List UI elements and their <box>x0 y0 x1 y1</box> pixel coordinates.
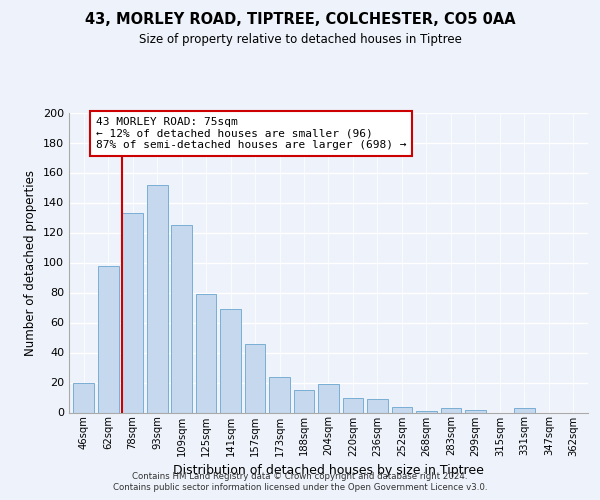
Bar <box>416 411 437 412</box>
Bar <box>171 225 192 412</box>
Bar <box>245 344 265 412</box>
Bar <box>73 382 94 412</box>
Bar <box>269 376 290 412</box>
Bar <box>465 410 486 412</box>
Bar <box>122 213 143 412</box>
Text: Contains HM Land Registry data © Crown copyright and database right 2024.
Contai: Contains HM Land Registry data © Crown c… <box>113 472 487 492</box>
Bar <box>147 184 167 412</box>
X-axis label: Distribution of detached houses by size in Tiptree: Distribution of detached houses by size … <box>173 464 484 477</box>
Bar <box>392 406 412 412</box>
Bar <box>196 294 217 412</box>
Text: Size of property relative to detached houses in Tiptree: Size of property relative to detached ho… <box>139 32 461 46</box>
Y-axis label: Number of detached properties: Number of detached properties <box>25 170 37 356</box>
Bar <box>98 266 119 412</box>
Bar <box>293 390 314 412</box>
Bar <box>318 384 339 412</box>
Bar <box>440 408 461 412</box>
Text: 43, MORLEY ROAD, TIPTREE, COLCHESTER, CO5 0AA: 43, MORLEY ROAD, TIPTREE, COLCHESTER, CO… <box>85 12 515 28</box>
Bar <box>514 408 535 412</box>
Bar <box>343 398 364 412</box>
Bar <box>220 309 241 412</box>
Bar <box>367 399 388 412</box>
Text: 43 MORLEY ROAD: 75sqm
← 12% of detached houses are smaller (96)
87% of semi-deta: 43 MORLEY ROAD: 75sqm ← 12% of detached … <box>96 117 406 150</box>
